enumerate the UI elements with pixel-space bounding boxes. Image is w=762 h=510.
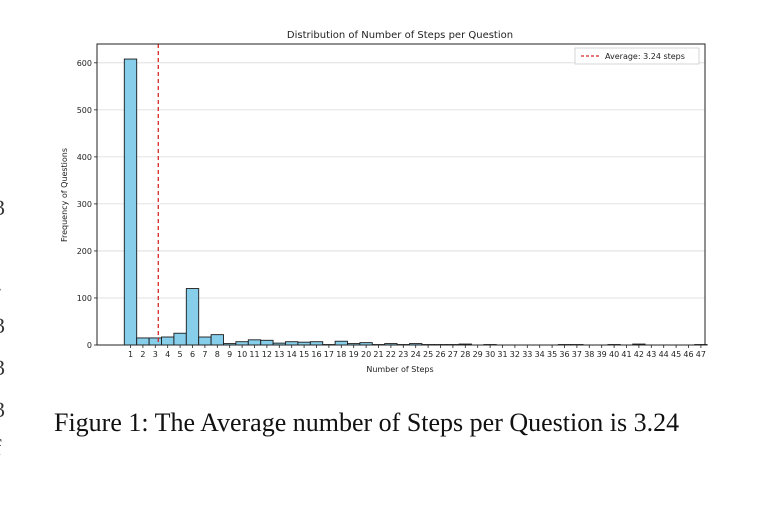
legend-average-label: Average: 3.24 steps <box>605 52 685 61</box>
x-tick-label: 20 <box>361 350 371 359</box>
x-tick-label: 10 <box>237 350 247 359</box>
bar <box>210 334 224 346</box>
bar <box>198 336 212 346</box>
y-tick-label: 600 <box>77 59 92 68</box>
y-tick-label: 500 <box>77 106 92 115</box>
edge-glyph: 3 <box>0 195 5 221</box>
edge-glyph: 3 <box>0 313 5 339</box>
y-tick-label: 400 <box>77 153 92 162</box>
x-tick-label: 29 <box>473 350 483 359</box>
x-tick-label: 47 <box>696 350 706 359</box>
x-tick-label: 40 <box>609 350 619 359</box>
x-tick-label: 22 <box>386 350 396 359</box>
bar <box>173 332 187 346</box>
x-tick-label: 15 <box>299 350 309 359</box>
figure-caption: Figure 1: The Average number of Steps pe… <box>54 408 680 437</box>
x-tick-label: 27 <box>448 350 458 359</box>
chart-title: Distribution of Number of Steps per Ques… <box>287 30 513 41</box>
x-tick-label: 35 <box>547 350 557 359</box>
x-tick-label: 23 <box>398 350 408 359</box>
edge-glyph: - <box>0 275 1 301</box>
y-tick-label: 0 <box>87 341 92 350</box>
x-tick-label: 36 <box>559 350 569 359</box>
y-axis-label: Frequency of Questions <box>60 148 69 242</box>
edge-glyph: 3 <box>0 397 5 423</box>
x-tick-label: 3 <box>153 350 158 359</box>
x-tick-label: 42 <box>634 350 644 359</box>
x-tick-label: 30 <box>485 350 495 359</box>
bar <box>334 340 348 346</box>
x-tick-label: 13 <box>274 350 284 359</box>
x-tick-label: 34 <box>535 350 545 359</box>
x-tick-label: 7 <box>202 350 207 359</box>
x-tick-label: 28 <box>460 350 470 359</box>
x-tick-label: 41 <box>621 350 631 359</box>
x-tick-label: 14 <box>287 350 297 359</box>
bar <box>148 337 162 346</box>
x-tick-label: 45 <box>671 350 681 359</box>
edge-glyph: f <box>0 435 1 461</box>
legend-box <box>574 47 700 65</box>
x-tick-label: 43 <box>646 350 656 359</box>
bar <box>161 336 175 346</box>
x-axis-ticks: 1 2 3 4 5 6 7 8 9 10 11 12 13 14 15 16 17 18 19 20 21 22 23 24 2… <box>128 345 706 359</box>
x-tick-label: 44 <box>659 350 669 359</box>
page-edge-text: 3 | - 3 3 3 f <box>0 195 12 465</box>
x-tick-label: 31 <box>497 350 507 359</box>
x-tick-label: 37 <box>572 350 582 359</box>
x-tick-label: 38 <box>584 350 594 359</box>
x-tick-label: 16 <box>311 350 321 359</box>
edge-glyph: 3 <box>0 355 5 381</box>
x-tick-label: 19 <box>349 350 359 359</box>
x-axis-label: Number of Steps <box>366 365 433 374</box>
x-tick-label: 4 <box>165 350 170 359</box>
bar <box>123 58 138 346</box>
x-tick-label: 1 <box>128 350 133 359</box>
x-tick-label: 33 <box>522 350 532 359</box>
x-tick-label: 32 <box>510 350 520 359</box>
x-tick-label: 17 <box>324 350 334 359</box>
x-tick-label: 11 <box>249 350 259 359</box>
x-tick-label: 8 <box>215 350 220 359</box>
x-tick-label: 2 <box>140 350 145 359</box>
plot-frame <box>96 43 706 346</box>
x-tick-label: 39 <box>597 350 607 359</box>
x-tick-label: 12 <box>262 350 272 359</box>
x-tick-label: 5 <box>178 350 183 359</box>
bar <box>185 288 200 346</box>
x-tick-label: 46 <box>683 350 693 359</box>
y-tick-label: 100 <box>77 294 92 303</box>
x-tick-label: 18 <box>336 350 346 359</box>
y-tick-label: 300 <box>77 200 92 209</box>
x-tick-label: 9 <box>227 350 232 359</box>
bar <box>260 339 274 346</box>
x-tick-label: 24 <box>411 350 421 359</box>
x-tick-label: 25 <box>423 350 433 359</box>
histogram-bars <box>123 58 708 346</box>
y-tick-label: 200 <box>77 247 92 256</box>
y-axis-ticks: 0 100 200 300 400 500 600 <box>77 59 97 350</box>
x-tick-label: 6 <box>190 350 195 359</box>
bar <box>247 339 262 346</box>
bar <box>136 337 150 346</box>
x-tick-label: 21 <box>373 350 383 359</box>
legend: Average: 3.24 steps <box>574 47 700 65</box>
x-tick-label: 26 <box>435 350 445 359</box>
